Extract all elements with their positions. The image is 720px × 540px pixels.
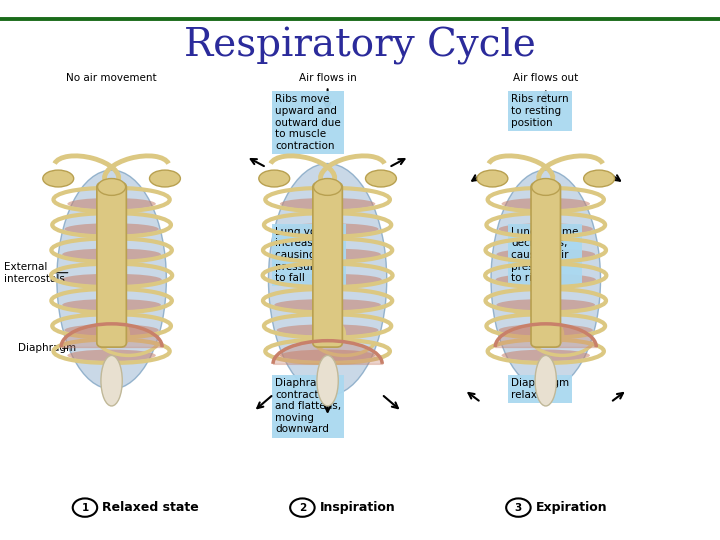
Circle shape	[290, 498, 315, 517]
Ellipse shape	[276, 324, 379, 336]
Text: Diaphragm
contracts
and flattens,
moving
downward: Diaphragm contracts and flattens, moving…	[275, 378, 341, 434]
Ellipse shape	[496, 248, 595, 260]
Text: Diaphragm
relaxes: Diaphragm relaxes	[511, 378, 570, 400]
Ellipse shape	[502, 349, 590, 361]
Text: External
intercostals: External intercostals	[4, 262, 65, 284]
Ellipse shape	[61, 274, 162, 286]
FancyBboxPatch shape	[531, 183, 560, 347]
Ellipse shape	[97, 179, 126, 195]
Ellipse shape	[150, 170, 181, 187]
Ellipse shape	[366, 170, 397, 187]
Ellipse shape	[498, 324, 593, 336]
Ellipse shape	[276, 223, 379, 235]
Ellipse shape	[258, 170, 289, 187]
Ellipse shape	[68, 198, 156, 210]
Ellipse shape	[317, 355, 338, 406]
Ellipse shape	[62, 248, 161, 260]
Ellipse shape	[495, 274, 596, 286]
Text: Lung volume
increases,
causing air
pressure
to fall: Lung volume increases, causing air press…	[275, 227, 343, 283]
Text: Relaxed state: Relaxed state	[102, 501, 199, 514]
Text: Expiration: Expiration	[536, 501, 607, 514]
Ellipse shape	[477, 170, 508, 187]
Text: Ribs return
to resting
position: Ribs return to resting position	[511, 94, 569, 127]
Ellipse shape	[274, 248, 381, 260]
Ellipse shape	[496, 299, 595, 311]
Ellipse shape	[42, 170, 73, 187]
Ellipse shape	[280, 349, 375, 361]
Text: No air movement: No air movement	[66, 73, 157, 83]
Ellipse shape	[498, 223, 593, 235]
Ellipse shape	[491, 170, 600, 389]
Ellipse shape	[584, 170, 615, 187]
Ellipse shape	[274, 274, 382, 286]
Text: Inspiration: Inspiration	[320, 501, 395, 514]
Text: Ribs move
upward and
outward due
to muscle
contraction: Ribs move upward and outward due to musc…	[275, 94, 341, 151]
Text: 1: 1	[81, 503, 89, 512]
Ellipse shape	[313, 179, 342, 195]
Ellipse shape	[535, 355, 557, 406]
Ellipse shape	[62, 299, 161, 311]
Circle shape	[506, 498, 531, 517]
Ellipse shape	[502, 198, 590, 210]
Text: Air flows out: Air flows out	[513, 73, 578, 83]
Ellipse shape	[64, 223, 159, 235]
Ellipse shape	[274, 299, 381, 311]
Text: 2: 2	[299, 503, 306, 512]
Ellipse shape	[64, 324, 159, 336]
Ellipse shape	[101, 355, 122, 406]
FancyBboxPatch shape	[313, 183, 342, 347]
Ellipse shape	[57, 170, 166, 389]
Text: Diaphragm: Diaphragm	[18, 343, 76, 353]
Ellipse shape	[269, 164, 387, 396]
Ellipse shape	[68, 349, 156, 361]
Ellipse shape	[531, 179, 560, 195]
Circle shape	[73, 498, 97, 517]
Ellipse shape	[280, 198, 375, 210]
FancyBboxPatch shape	[97, 183, 126, 347]
Text: Lung volume
decreases,
causing air
pressure
to rise: Lung volume decreases, causing air press…	[511, 227, 579, 283]
Text: Air flows in: Air flows in	[299, 73, 356, 83]
Text: Respiratory Cycle: Respiratory Cycle	[184, 27, 536, 65]
Text: 3: 3	[515, 503, 522, 512]
